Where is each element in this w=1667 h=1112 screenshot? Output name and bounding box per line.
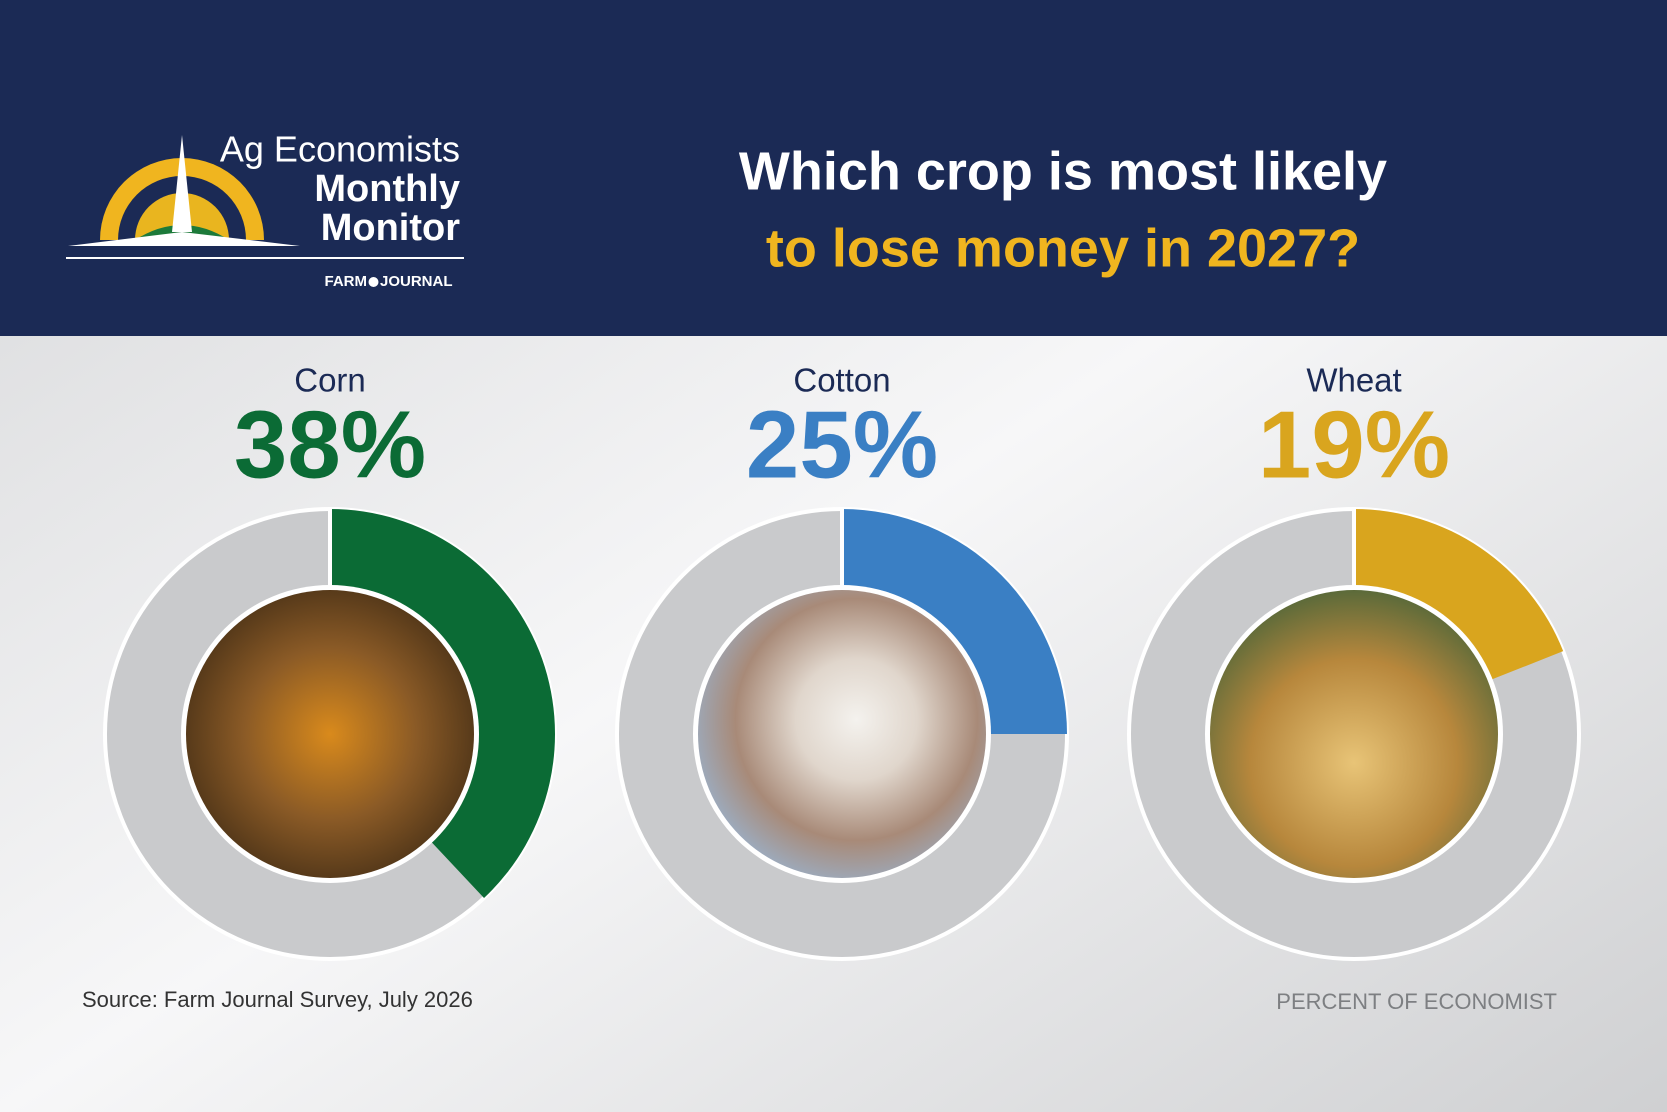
crop-photo [698,590,986,878]
logo-star-base [68,232,300,246]
crop-photo [186,590,474,878]
logo-line1: Ag Economists [220,129,460,170]
logo: Ag Economists Monthly Monitor FARM JOURN… [66,129,464,290]
logo-line2: Monthly [314,168,460,210]
percent-label: 19% [1258,391,1450,498]
crop-name: Cotton [793,362,890,399]
crop-name: Wheat [1306,362,1401,399]
headline-line2: to lose money in 2027? [766,218,1360,278]
source: Source: Farm Journal Survey, July 2026 [82,987,473,1012]
headline-line1: Which crop is most likely [739,141,1387,201]
logo-line3: Monitor [321,207,461,249]
header-band [0,0,1667,336]
note: PERCENT OF ECONOMIST [1276,989,1557,1014]
logo-brand-right: JOURNAL [380,273,453,290]
percent-label: 38% [234,391,426,498]
logo-brand-left: FARM [325,273,368,290]
crop-name: Corn [294,362,366,399]
crop-photo [1210,590,1498,878]
percent-label: 25% [746,391,938,498]
logo-star [172,135,192,232]
logo-brand-icon [368,277,379,287]
